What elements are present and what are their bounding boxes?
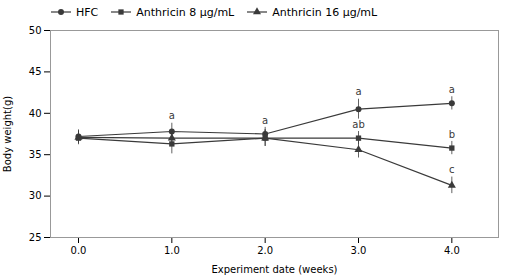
svg-text:45: 45 <box>29 66 42 77</box>
html-text:Anthricin 16 μg/mL: Anthricin 16 μg/mL <box>272 5 378 19</box>
svg-text:a: a <box>355 86 361 97</box>
svg-text:c: c <box>449 164 455 175</box>
html-text:Anthricin 8 μg/mL: Anthricin 8 μg/mL <box>136 5 235 19</box>
svg-text:0.0: 0.0 <box>71 245 87 256</box>
svg-text:Body weight(g): Body weight(g) <box>2 96 13 172</box>
svg-text:b: b <box>449 129 455 140</box>
svg-text:a: a <box>169 110 175 121</box>
svg-text:3.0: 3.0 <box>351 245 367 256</box>
svg-text:4.0: 4.0 <box>444 245 460 256</box>
html-text:HFC: HFC <box>76 5 99 19</box>
svg-text:2.0: 2.0 <box>257 245 273 256</box>
svg-text:Experiment date (weeks): Experiment date (weeks) <box>212 264 338 275</box>
svg-text:a: a <box>449 84 455 95</box>
svg-text:25: 25 <box>29 232 42 243</box>
svg-text:a: a <box>262 115 268 126</box>
svg-text:30: 30 <box>29 190 42 201</box>
svg-text:40: 40 <box>29 108 42 119</box>
svg-text:ab: ab <box>352 119 364 130</box>
svg-text:35: 35 <box>29 149 42 160</box>
svg-text:50: 50 <box>29 25 42 36</box>
svg-text:1.0: 1.0 <box>164 245 180 256</box>
